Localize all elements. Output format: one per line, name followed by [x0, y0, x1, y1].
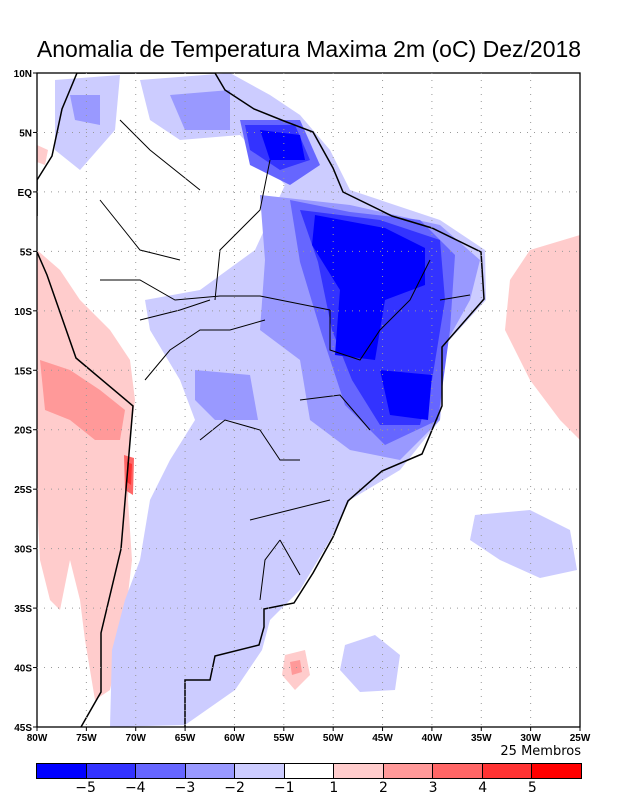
- colorbar-label: 1: [329, 780, 339, 796]
- colorbar-swatch: [136, 764, 186, 778]
- lon-label: 30W: [520, 733, 541, 744]
- colorbar-swatch: [383, 764, 434, 778]
- coastline: [37, 73, 485, 727]
- lon-label: 35W: [471, 733, 492, 744]
- colorbar-label: −1: [273, 780, 295, 796]
- warm-anomaly-pacific-2: [40, 360, 125, 440]
- lon-label: 65W: [175, 733, 196, 744]
- members-count: 25 Membros: [500, 744, 581, 759]
- strong-cool-anomaly: [260, 130, 305, 160]
- axis-tick-labels: 80W 75W 70W 65W 60W 55W 50W 45W 40W 35W 30W 25W 10N 5…: [14, 69, 591, 744]
- anomaly-fields: [37, 73, 580, 727]
- map-frame: [36, 72, 581, 728]
- country-borders: [99, 119, 471, 601]
- lon-label: 70W: [125, 733, 146, 744]
- cool-anomaly-atlantic-40s: [340, 635, 400, 692]
- lat-label: 35S: [14, 604, 32, 615]
- colorbar-label: −5: [75, 780, 96, 796]
- lat-label: 40S: [14, 664, 32, 675]
- lat-label: 10N: [14, 69, 32, 80]
- lon-label: 45W: [372, 733, 393, 744]
- cool-anomaly-atlantic-30s: [470, 510, 577, 578]
- colorbar-swatch: [433, 764, 483, 778]
- lat-label: 5N: [19, 128, 32, 139]
- lat-label: 45S: [14, 723, 32, 734]
- lon-label: 55W: [274, 733, 295, 744]
- lon-label: 40W: [422, 733, 443, 744]
- colorbar-swatch: [284, 764, 335, 778]
- lat-label: 5S: [20, 247, 33, 258]
- strong-cool-anomaly: [380, 370, 432, 420]
- lat-label: 10S: [14, 307, 32, 318]
- colorbar-swatch: [235, 764, 285, 778]
- strong-cool-anomaly-northeast: [312, 215, 425, 360]
- lat-label: 15S: [14, 366, 32, 377]
- lon-label: 75W: [76, 733, 97, 744]
- colorbar-swatch: [532, 764, 582, 778]
- warm-anomaly-pacific-north: [37, 145, 48, 165]
- colorbar-label: 3: [428, 780, 438, 796]
- anomaly-map: 80W 75W 70W 65W 60W 55W 50W 45W 40W 35W 30W 25W 10N 5…: [14, 69, 591, 744]
- lat-label: 20S: [14, 426, 32, 437]
- lon-label: 25W: [570, 733, 591, 744]
- cool-anomaly-patch: [70, 95, 100, 125]
- colorbar-swatch: [37, 764, 87, 778]
- warm-anomaly-pacific: [37, 250, 135, 700]
- lat-label: EQ: [18, 188, 33, 199]
- lon-label: 50W: [323, 733, 344, 744]
- colorbar-label: −4: [124, 780, 146, 796]
- colorbar-swatch: [482, 764, 533, 778]
- colorbar: [36, 763, 582, 779]
- colorbar-label: −3: [174, 780, 196, 796]
- cool-anomaly-patch: [195, 370, 258, 420]
- warm-anomaly-atlantic: [505, 235, 580, 440]
- lon-label: 80W: [27, 733, 48, 744]
- colorbar-label: −2: [224, 780, 245, 796]
- colorbar-label: 4: [478, 780, 488, 796]
- colorbar-label: 5: [527, 780, 537, 796]
- colorbar-swatch: [185, 764, 236, 778]
- map-title: Anomalia de Temperatura Maxima 2m (oC) D…: [36, 36, 582, 62]
- lon-label: 60W: [224, 733, 245, 744]
- lat-label: 30S: [14, 545, 32, 556]
- cool-anomaly-patch: [170, 90, 230, 130]
- lat-label: 25S: [14, 485, 32, 496]
- colorbar-label: 2: [378, 780, 388, 796]
- colorbar-swatch: [86, 764, 137, 778]
- colorbar-swatch: [334, 764, 384, 778]
